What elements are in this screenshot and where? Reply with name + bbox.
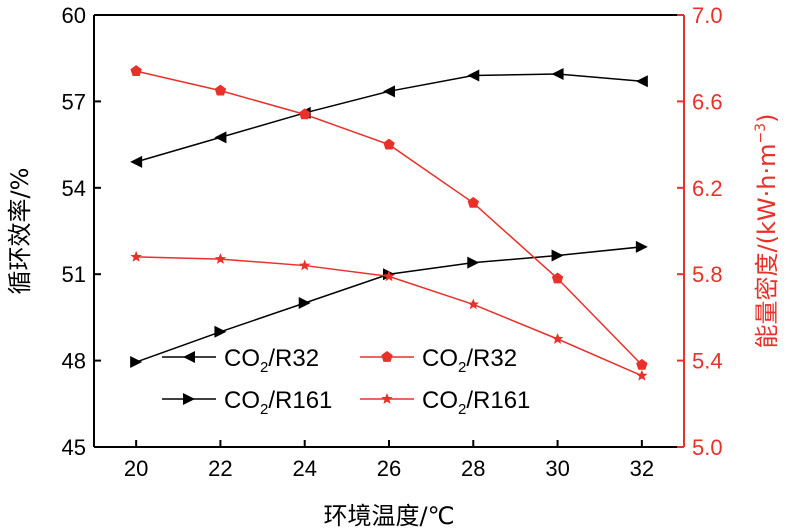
y-axis-right-title-suffix: ): [753, 114, 781, 123]
x-tick-label: 26: [377, 456, 401, 481]
y-left-tick-label: 48: [62, 349, 86, 374]
data-point: [214, 253, 227, 264]
data-point: [635, 75, 648, 88]
data-point: [130, 65, 142, 77]
data-point: [636, 369, 648, 381]
legend-marker: [183, 393, 195, 405]
y-right-tick-label: 5.8: [692, 262, 723, 287]
data-point: [130, 155, 143, 168]
y-right-tick-label: 5.4: [692, 349, 723, 374]
x-tick-label: 28: [461, 456, 485, 481]
data-point: [299, 108, 311, 120]
y-axis-right: 5.0 5.4 5.8 6.2 6.6 7.0: [677, 3, 723, 460]
data-point: [214, 84, 227, 96]
data-point: [635, 240, 648, 253]
data-point: [383, 85, 395, 98]
y-axis-right-title-prefix: 能量密度/(kW·h·m: [753, 144, 781, 349]
data-point: [130, 356, 143, 369]
legend-item: CO2/R161: [360, 387, 530, 418]
y-axis-right-title: 能量密度/(kW·h·m−3): [753, 114, 781, 349]
x-tick-label: 22: [208, 456, 232, 481]
x-tick-label: 30: [545, 456, 569, 481]
y-left-tick-label: 45: [62, 435, 86, 460]
y-right-tick-label: 7.0: [692, 3, 723, 28]
data-point: [551, 333, 564, 344]
plot-area: [93, 14, 685, 448]
legend-item: CO2/R161: [162, 387, 332, 418]
data-point: [214, 131, 227, 144]
legend-label: CO2/R161: [224, 387, 332, 418]
data-point: [214, 325, 227, 338]
data-point: [467, 69, 480, 82]
legend-item: CO2/R32: [162, 345, 319, 376]
x-tick-label: 20: [124, 456, 148, 481]
y-right-tick-label: 5.0: [692, 435, 723, 460]
series-3: [130, 250, 648, 381]
data-point: [130, 250, 142, 262]
x-axis-title: 环境温度/℃: [323, 502, 454, 530]
data-point: [467, 256, 480, 269]
y-left-tick-label: 51: [62, 262, 86, 287]
legend: CO2/R32 CO2/R32 CO2/R161 CO2/R161: [162, 345, 530, 418]
y-right-tick-label: 6.2: [692, 176, 723, 201]
legend-marker: [183, 351, 195, 363]
data-point: [551, 249, 564, 262]
data-point: [467, 298, 479, 310]
series-line: [135, 70, 643, 366]
data-point: [383, 138, 395, 150]
series-line: [135, 246, 642, 363]
y-right-tick-label: 6.6: [692, 89, 723, 114]
data-point: [299, 259, 311, 271]
y-left-tick-label: 54: [62, 176, 86, 201]
y-axis-left: 45 48 51 54 57 60: [62, 3, 101, 460]
x-axis: 20 22 24 26 28 30 32: [124, 440, 654, 481]
legend-item: CO2/R32: [360, 345, 517, 376]
legend-label: CO2/R32: [224, 345, 319, 376]
series-0: [130, 68, 648, 168]
series-1: [130, 240, 648, 369]
x-tick-label: 24: [292, 456, 316, 481]
legend-marker: [381, 351, 393, 362]
legend-label: CO2/R161: [422, 387, 530, 418]
data-point: [551, 272, 564, 284]
data-point: [298, 297, 311, 309]
y-left-tick-label: 60: [62, 3, 86, 28]
legend-marker: [381, 393, 393, 404]
data-point: [636, 358, 648, 370]
series-layer: [130, 65, 648, 381]
data-point: [551, 68, 564, 81]
y-axis-right-title-sup: −3: [753, 123, 769, 144]
series-2: [130, 65, 648, 370]
x-tick-label: 32: [630, 456, 654, 481]
y-left-tick-label: 57: [62, 89, 86, 114]
legend-label: CO2/R32: [422, 345, 517, 376]
y-axis-left-title: 循环效率/%: [6, 168, 34, 295]
data-point: [383, 270, 395, 282]
data-point: [467, 196, 479, 208]
